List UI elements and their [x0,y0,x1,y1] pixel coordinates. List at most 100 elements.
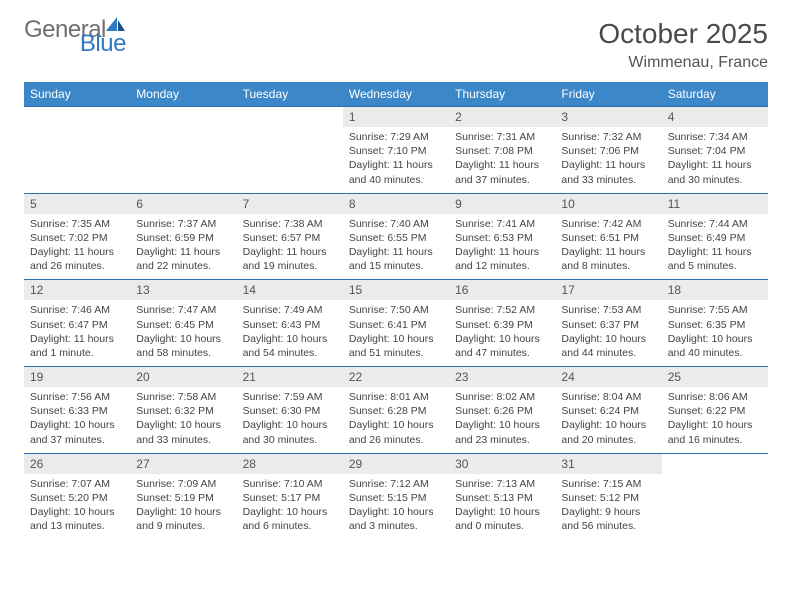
day-number-row: 19202122232425 [24,367,768,388]
sunset-line: Sunset: 6:53 PM [455,232,533,244]
day-number: 13 [130,280,236,301]
daylight-line: Daylight: 11 hours and 40 minutes. [349,159,433,185]
day-details: Sunrise: 7:32 AMSunset: 7:06 PMDaylight:… [555,127,661,193]
day-details: Sunrise: 7:09 AMSunset: 5:19 PMDaylight:… [130,474,236,540]
sunrise-line: Sunrise: 7:59 AM [243,391,323,403]
sunrise-line: Sunrise: 8:01 AM [349,391,429,403]
day-number: 9 [449,193,555,214]
sunset-line: Sunset: 5:13 PM [455,492,533,504]
col-wednesday: Wednesday [343,82,449,107]
day-number: 5 [24,193,130,214]
day-number-row: 567891011 [24,193,768,214]
daylight-line: Daylight: 11 hours and 12 minutes. [455,246,539,272]
col-saturday: Saturday [662,82,768,107]
sunrise-line: Sunrise: 7:55 AM [668,304,748,316]
header: General Blue October 2025 Wimmenau, Fran… [24,18,768,72]
sunset-line: Sunset: 6:45 PM [136,319,214,331]
sunrise-line: Sunrise: 8:06 AM [668,391,748,403]
sunrise-line: Sunrise: 7:07 AM [30,478,110,490]
sunset-line: Sunset: 6:43 PM [243,319,321,331]
sunset-line: Sunset: 6:57 PM [243,232,321,244]
daylight-line: Daylight: 10 hours and 23 minutes. [455,419,540,445]
day-number: 27 [130,453,236,474]
sunrise-line: Sunrise: 7:37 AM [136,218,216,230]
day-details: Sunrise: 8:06 AMSunset: 6:22 PMDaylight:… [662,387,768,453]
sunrise-line: Sunrise: 7:40 AM [349,218,429,230]
day-number: 8 [343,193,449,214]
brand-logo: General Blue [24,18,172,42]
sunrise-line: Sunrise: 7:56 AM [30,391,110,403]
daylight-line: Daylight: 11 hours and 37 minutes. [455,159,539,185]
sunset-line: Sunset: 7:06 PM [561,145,639,157]
day-details: Sunrise: 7:07 AM Sunset: 5:20 PM Daylight:… [24,474,130,540]
sunrise-line: Sunrise: 7:49 AM [243,304,323,316]
sunset-line: Sunset: 6:32 PM [136,405,214,417]
empty-cell [237,127,343,193]
sunrise-line: Sunrise: 7:15 AM [561,478,641,490]
day-number: 1 [343,107,449,128]
day-number: 4 [662,107,768,128]
daylight-line: Daylight: 11 hours and 26 minutes. [30,246,114,272]
day-number: 12 [24,280,130,301]
sunset-line: Sunset: 7:08 PM [455,145,533,157]
daylight-line: Daylight: 9 hours and 56 minutes. [561,506,640,532]
sunrise-line: Sunrise: 7:50 AM [349,304,429,316]
day-details: Sunrise: 7:38 AMSunset: 6:57 PMDaylight:… [237,214,343,280]
daylight-line: Daylight: 10 hours and 9 minutes. [136,506,221,532]
sunset-line: Sunset: 6:30 PM [243,405,321,417]
daylight-line: Daylight: 10 hours and 47 minutes. [455,333,540,359]
sunset-line: Sunset: 6:37 PM [561,319,639,331]
day-details: Sunrise: 7:59 AM Sunset: 6:30 PM Daylight:… [237,387,343,453]
daylight-line: Daylight: 10 hours and 3 minutes. [349,506,434,532]
day-details: Sunrise: 7:37 AMSunset: 6:59 PMDaylight:… [130,214,236,280]
day-number: 11 [662,193,768,214]
sunset-line: Sunset: 7:10 PM [349,145,427,157]
day-details: Sunrise: 7:42 AMSunset: 6:51 PMDaylight:… [555,214,661,280]
sunset-line: Sunset: 6:55 PM [349,232,427,244]
sunset-line: Sunset: 6:47 PM [30,319,108,331]
daylight-line: Daylight: 10 hours and 58 minutes. [136,333,221,359]
day-details: Sunrise: 7:12 AMSunset: 5:15 PMDaylight:… [343,474,449,540]
sunset-line: Sunset: 6:41 PM [349,319,427,331]
daylight-line: Daylight: 10 hours and 54 minutes. [243,333,328,359]
day-number: 18 [662,280,768,301]
day-details: Sunrise: 7:13 AMSunset: 5:13 PMDaylight:… [449,474,555,540]
title-block: October 2025 Wimmenau, France [598,18,768,72]
daylight-line: Daylight: 10 hours and 30 minutes. [243,419,328,445]
daylight-line: Daylight: 10 hours and 51 minutes. [349,333,434,359]
day-details: Sunrise: 7:47 AMSunset: 6:45 PMDaylight:… [130,300,236,366]
sunset-line: Sunset: 6:28 PM [349,405,427,417]
day-details: Sunrise: 7:34 AMSunset: 7:04 PMDaylight:… [662,127,768,193]
day-details: Sunrise: 7:41 AMSunset: 6:53 PMDaylight:… [449,214,555,280]
day-number: 16 [449,280,555,301]
sunset-line: Sunset: 6:49 PM [668,232,746,244]
daylight-line: Daylight: 11 hours and 1 minute. [30,333,114,359]
sunrise-line: Sunrise: 7:13 AM [455,478,535,490]
day-number-row: 262728293031 [24,453,768,474]
empty-cell [662,474,768,540]
sunrise-line: Sunrise: 7:34 AM [668,131,748,143]
day-details: Sunrise: 7:29 AMSunset: 7:10 PMDaylight:… [343,127,449,193]
sunset-line: Sunset: 5:20 PM [30,492,108,504]
sunrise-line: Sunrise: 7:44 AM [668,218,748,230]
sunrise-line: Sunrise: 7:58 AM [136,391,216,403]
day-number: 29 [343,453,449,474]
sunset-line: Sunset: 5:19 PM [136,492,214,504]
day-details: Sunrise: 7:58 AMSunset: 6:32 PMDaylight:… [130,387,236,453]
sunset-line: Sunset: 6:26 PM [455,405,533,417]
day-number: 7 [237,193,343,214]
daylight-line: Daylight: 10 hours and 16 minutes. [668,419,753,445]
day-details: Sunrise: 7:15 AMSunset: 5:12 PMDaylight:… [555,474,661,540]
col-monday: Monday [130,82,236,107]
day-details: Sunrise: 8:04 AMSunset: 6:24 PMDaylight:… [555,387,661,453]
sunrise-line: Sunrise: 8:02 AM [455,391,535,403]
daylight-line: Daylight: 11 hours and 30 minutes. [668,159,752,185]
sunset-line: Sunset: 5:17 PM [243,492,321,504]
col-sunday: Sunday [24,82,130,107]
calendar-table: Sunday Monday Tuesday Wednesday Thursday… [24,82,768,540]
day-details: Sunrise: 7:31 AMSunset: 7:08 PMDaylight:… [449,127,555,193]
daylight-line: Daylight: 10 hours and 13 minutes. [30,506,115,532]
sunrise-line: Sunrise: 7:35 AM [30,218,110,230]
daylight-line: Daylight: 10 hours and 37 minutes. [30,419,115,445]
day-details: Sunrise: 7:56 AMSunset: 6:33 PMDaylight:… [24,387,130,453]
